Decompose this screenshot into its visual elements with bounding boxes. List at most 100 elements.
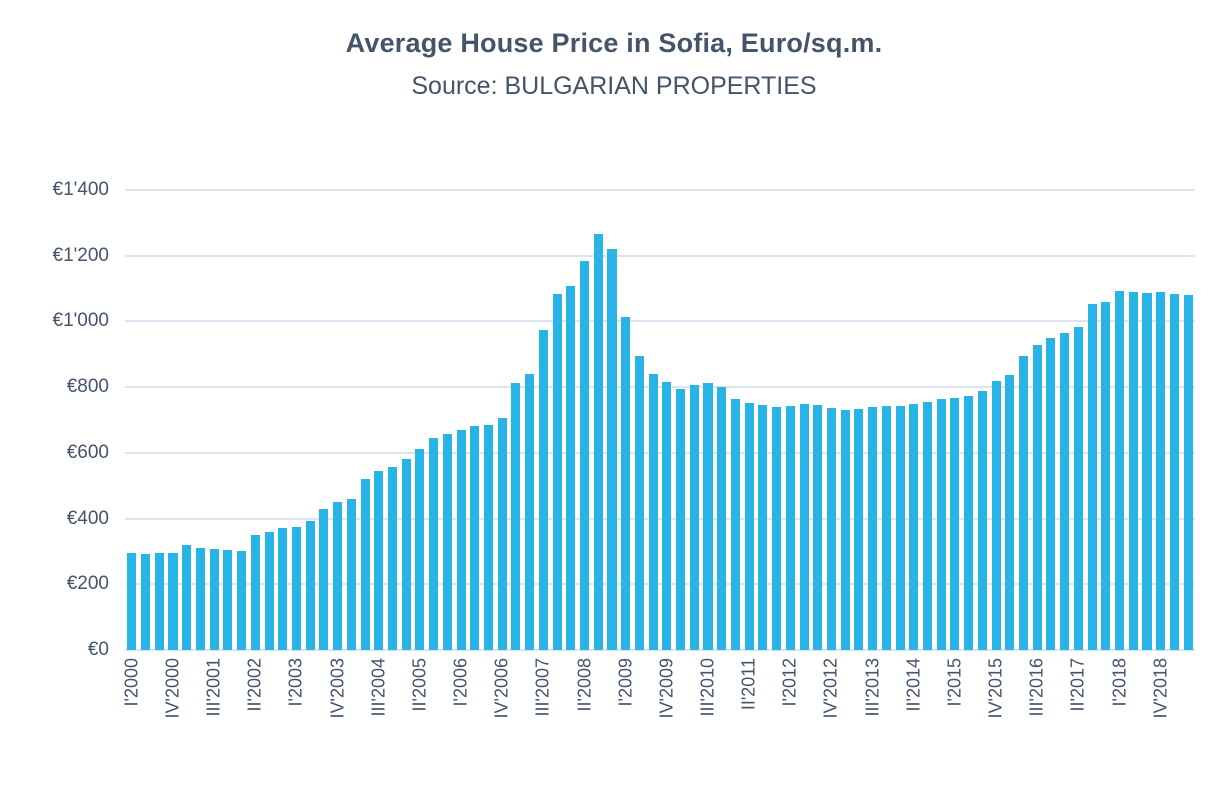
x-tick-label: II'2014 <box>903 658 924 712</box>
bar <box>566 285 576 650</box>
x-tick-label: II'2005 <box>409 658 430 712</box>
bar <box>360 479 370 650</box>
bar <box>168 552 178 650</box>
bar <box>387 467 398 650</box>
x-tick-label: I'2006 <box>450 658 471 707</box>
gridline <box>125 583 1195 586</box>
x-tick-label: III'2007 <box>532 658 553 717</box>
x-tick-label: I'2000 <box>121 658 142 707</box>
bar <box>909 403 919 650</box>
gridline <box>125 386 1195 389</box>
bar <box>223 550 233 650</box>
bar <box>1087 303 1097 650</box>
bar <box>525 373 535 650</box>
gridline <box>125 451 1195 454</box>
x-tick-label: II'2017 <box>1067 658 1088 712</box>
gridline <box>125 649 1195 651</box>
bar <box>319 508 329 650</box>
bar <box>758 404 768 650</box>
y-tick-label: €600 <box>66 441 109 463</box>
bar <box>840 410 850 650</box>
bar <box>305 520 315 650</box>
bar <box>195 547 205 650</box>
bar <box>977 390 987 650</box>
y-tick-label: €200 <box>66 573 109 595</box>
gridline <box>125 254 1195 257</box>
x-tick-label: I'2018 <box>1109 658 1130 707</box>
bar <box>854 408 864 650</box>
bar <box>483 424 494 650</box>
bar <box>237 551 247 650</box>
bar <box>580 260 590 650</box>
x-tick-label: I'2012 <box>779 658 800 707</box>
bar <box>127 553 137 650</box>
bar <box>497 418 507 650</box>
bar <box>141 553 151 650</box>
bar <box>964 395 974 650</box>
plot-area: €0 €200 €400 €600 €800 €1'000 €1'200 €1'400 I'20… <box>53 179 1195 719</box>
bar <box>1046 338 1056 650</box>
bar <box>1060 333 1070 650</box>
x-tick-label: III'2001 <box>203 658 224 717</box>
bar <box>538 329 548 650</box>
x-tick-label: IV'2000 <box>162 658 183 719</box>
bar <box>511 382 521 650</box>
x-tick-label: III'2013 <box>862 658 883 717</box>
x-tick-label: II'2011 <box>738 658 759 711</box>
bar <box>552 294 562 650</box>
x-tick-label: IV'2003 <box>327 658 348 719</box>
x-tick-label: IV'2018 <box>1150 658 1171 719</box>
y-tick-label: €800 <box>66 376 109 398</box>
x-tick-label: IV'2006 <box>491 658 512 719</box>
bar <box>442 434 452 650</box>
y-tick-label: €1'400 <box>52 179 109 200</box>
y-tick-label: €400 <box>66 507 109 529</box>
x-tick-label: I'2009 <box>615 658 636 707</box>
x-tick-label: IV'2009 <box>656 658 677 719</box>
bar <box>1142 293 1152 650</box>
bar <box>415 449 425 650</box>
bar <box>250 535 260 650</box>
x-tick-label: II'2002 <box>244 658 265 712</box>
x-tick-label: II'2008 <box>574 658 595 712</box>
gridline <box>125 320 1195 323</box>
bar <box>662 382 672 650</box>
bar <box>813 405 823 650</box>
bar <box>154 553 164 650</box>
bar <box>634 355 644 650</box>
bar <box>936 399 946 650</box>
bar <box>593 234 603 650</box>
bar <box>182 544 192 650</box>
bar <box>429 438 439 650</box>
chart-title: Average House Price in Sofia, Euro/sq.m. <box>345 28 883 58</box>
bar <box>264 531 274 650</box>
x-tick-label: I'2003 <box>285 658 306 707</box>
bar <box>744 402 754 650</box>
bar <box>922 402 933 650</box>
bar <box>881 405 891 650</box>
bar <box>1032 344 1042 650</box>
bar <box>676 389 686 650</box>
bar <box>209 549 219 650</box>
bar <box>1156 292 1166 650</box>
gridline <box>125 517 1195 520</box>
bar <box>785 405 795 650</box>
bar <box>291 527 301 650</box>
bar <box>401 459 411 650</box>
x-tick-label: I'2015 <box>944 658 965 707</box>
bar <box>799 403 809 650</box>
bar <box>717 387 727 650</box>
bar <box>621 317 631 650</box>
bar <box>1101 302 1111 650</box>
x-tick-label: III'2010 <box>697 658 718 717</box>
bar <box>456 430 466 650</box>
x-tick-label: III'2004 <box>368 658 389 717</box>
x-tick-label: III'2016 <box>1026 658 1047 717</box>
bar <box>648 374 658 650</box>
bar <box>895 405 905 650</box>
bar <box>868 407 878 650</box>
bar <box>689 385 699 650</box>
bar <box>1005 375 1015 650</box>
bar <box>991 380 1001 650</box>
